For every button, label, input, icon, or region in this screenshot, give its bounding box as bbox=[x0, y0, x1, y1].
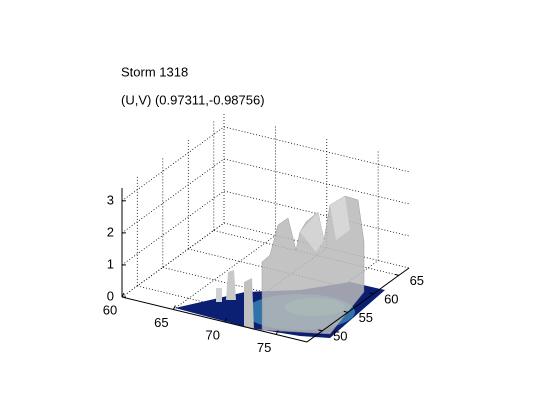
surface-spike bbox=[244, 278, 254, 330]
z-tick-label: 2 bbox=[107, 224, 114, 239]
y-tick bbox=[394, 273, 399, 276]
y-tick bbox=[369, 292, 374, 295]
x-tick-label: 60 bbox=[103, 302, 117, 317]
z-tick-label: 3 bbox=[107, 192, 114, 207]
y-axis bbox=[306, 267, 410, 343]
x-tick bbox=[275, 330, 279, 335]
surface-spike bbox=[226, 270, 236, 300]
z-tick-label: 0 bbox=[107, 288, 114, 303]
axes: 0 1 2 3 60 65 70 75 50 55 60 65 bbox=[103, 188, 424, 355]
y-tick-label: 50 bbox=[333, 328, 347, 343]
x-tick-label: 75 bbox=[257, 340, 271, 355]
x-tick bbox=[172, 305, 176, 310]
surface-highlight bbox=[300, 212, 324, 252]
y-tick-label: 65 bbox=[410, 273, 424, 288]
chart-title: Storm 1318 bbox=[121, 64, 188, 79]
z-tick-label: 1 bbox=[107, 256, 114, 271]
surface bbox=[175, 195, 385, 338]
x-tick bbox=[224, 317, 228, 323]
y-tick bbox=[318, 329, 323, 332]
chart-subtitle: (U,V) (0.97311,-0.98756) bbox=[121, 92, 265, 107]
surface-highlight bbox=[330, 196, 350, 240]
y-tick-label: 55 bbox=[359, 310, 373, 325]
surface-spike bbox=[216, 288, 222, 302]
x-tick-label: 70 bbox=[206, 327, 220, 342]
x-tick bbox=[121, 292, 125, 298]
y-tick bbox=[343, 310, 348, 313]
y-tick-label: 60 bbox=[384, 291, 398, 306]
x-tick-label: 65 bbox=[154, 315, 168, 330]
